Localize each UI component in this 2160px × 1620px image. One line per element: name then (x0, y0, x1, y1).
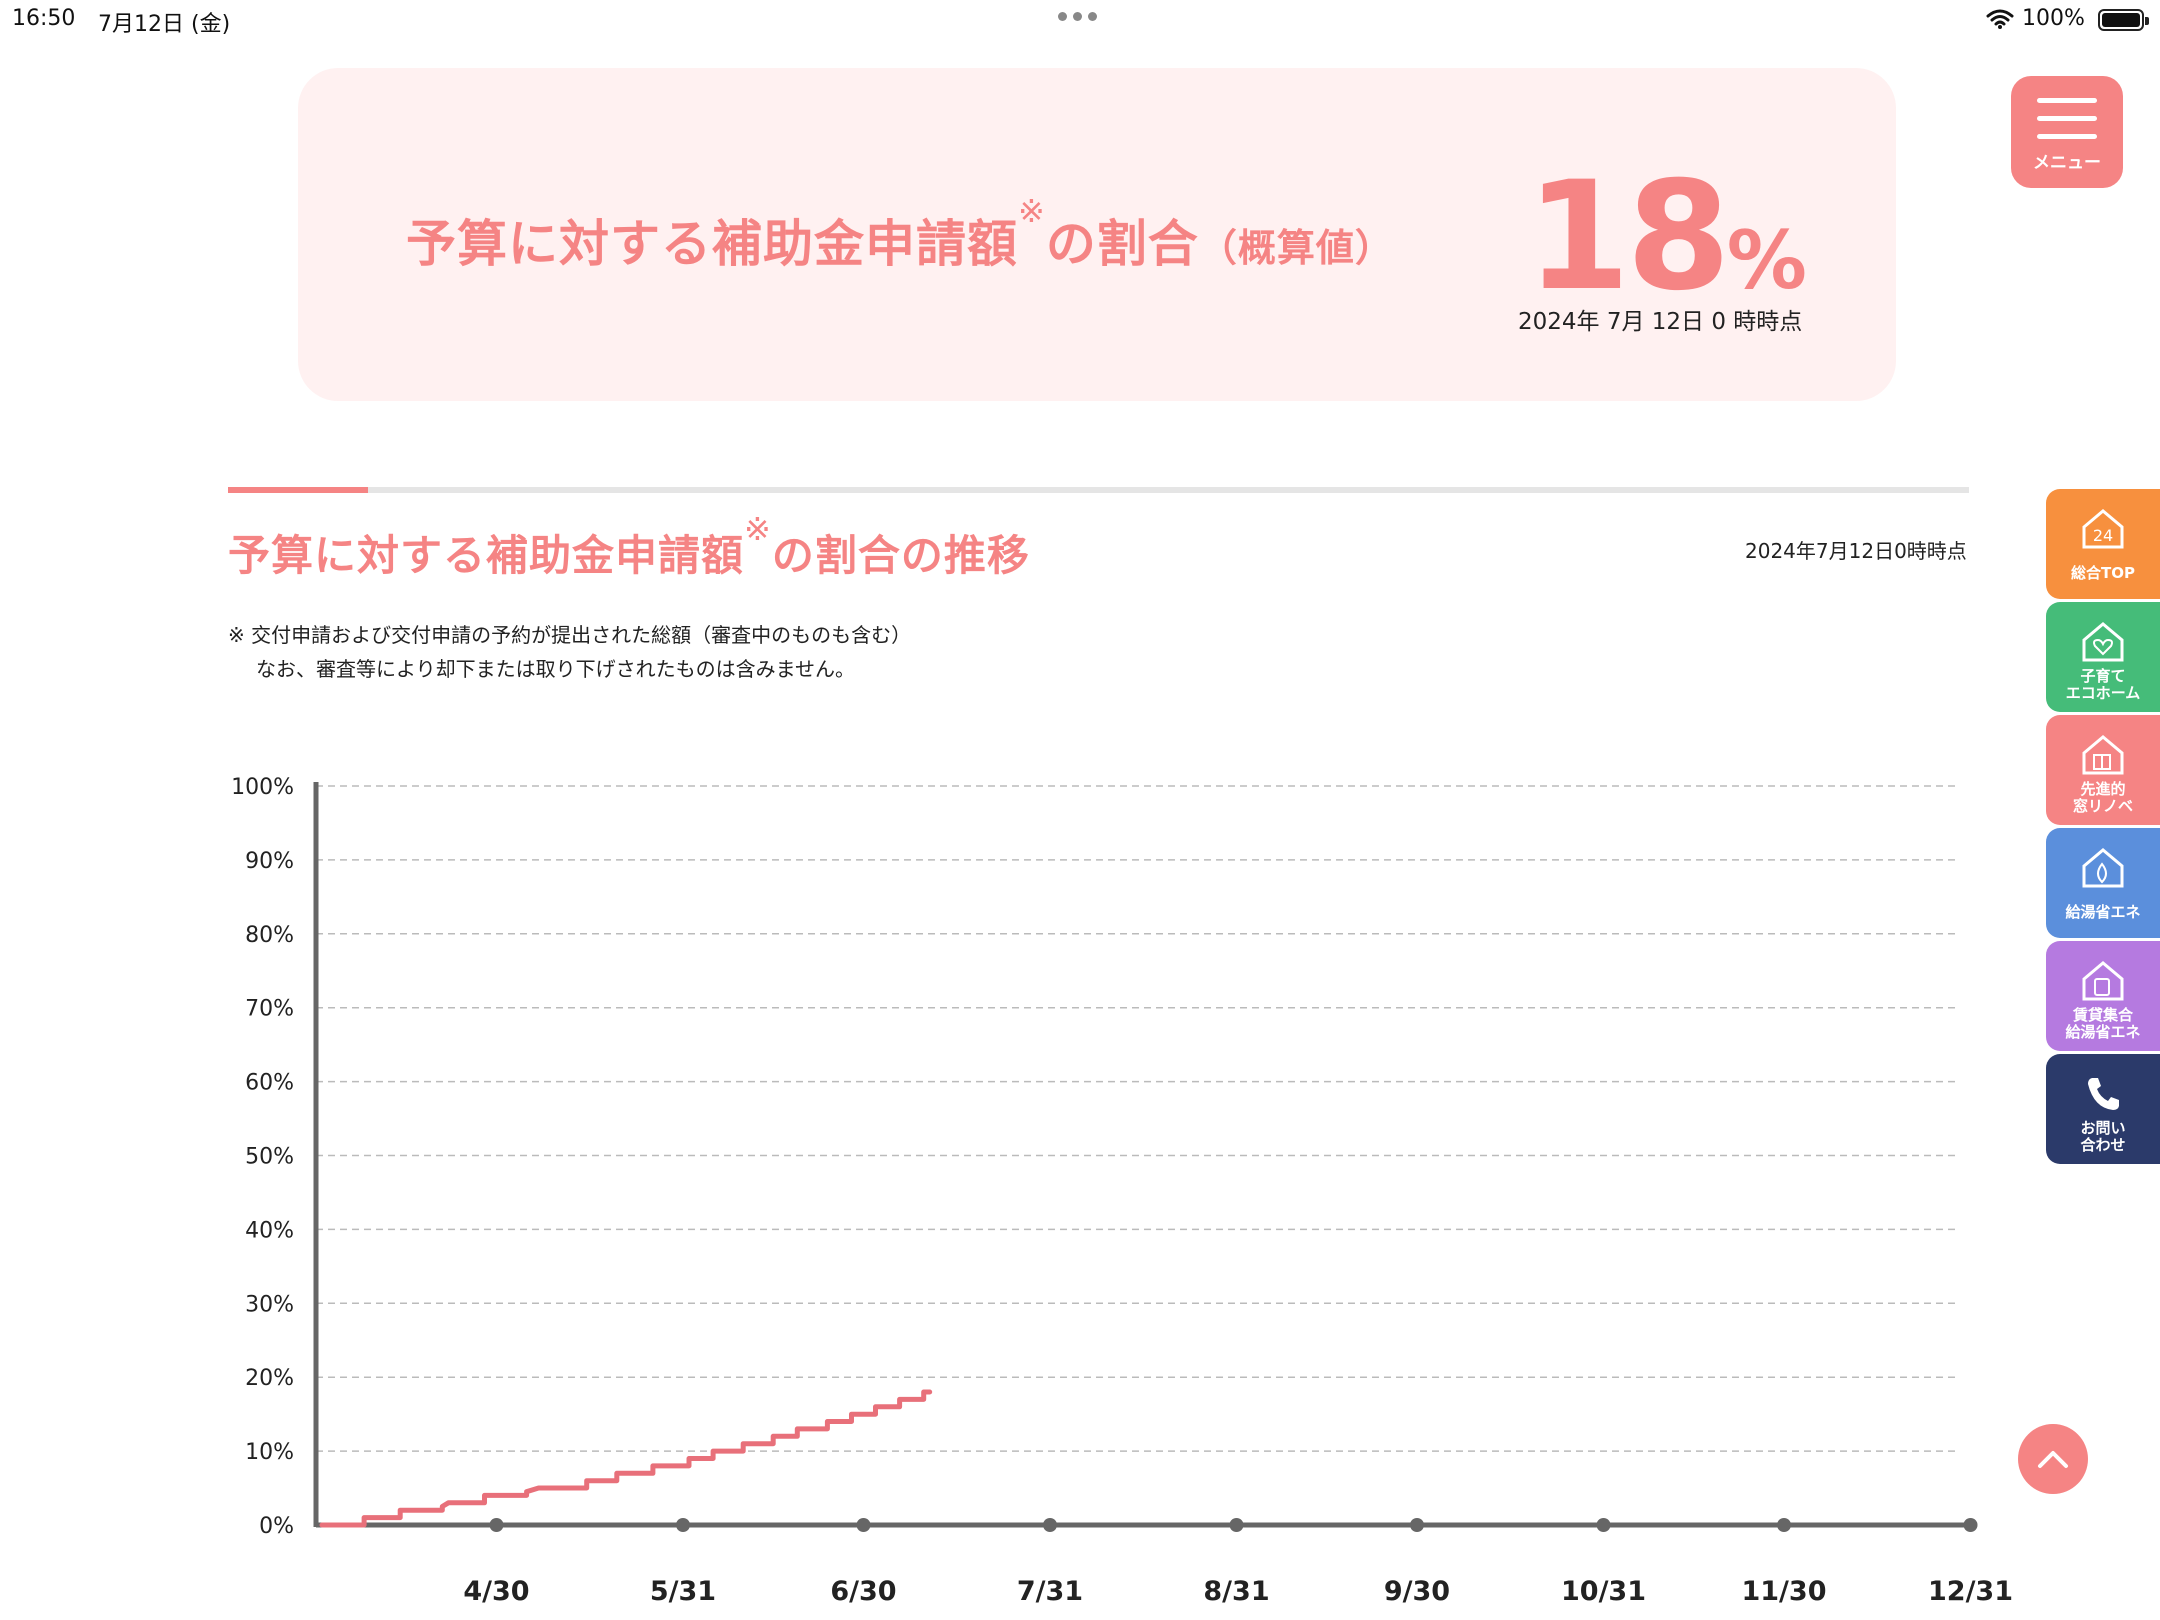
x-tick-dot (1963, 1518, 1978, 1532)
y-tick-label: 100% (231, 775, 294, 800)
budget-ratio-title: 予算に対する補助金申請額※の割合（概算値） (406, 192, 1394, 273)
menu-label: メニュー (2033, 153, 2101, 173)
house-24-icon: 24 (2082, 509, 2124, 549)
more-dots-icon[interactable] (1058, 12, 1097, 21)
footnote-mark: ※ (1018, 192, 1046, 230)
x-tick-label: 7/31 (1017, 1576, 1083, 1607)
house-heater-icon (2082, 961, 2124, 1001)
y-tick-label: 20% (245, 1366, 294, 1391)
x-tick-dot (676, 1518, 690, 1532)
section-title: 予算に対する補助金申請額※の割合の推移 (228, 510, 1030, 580)
x-tick-label: 8/31 (1203, 1576, 1269, 1607)
y-tick-label: 0% (259, 1514, 294, 1539)
phone-icon (2088, 1078, 2119, 1110)
status-date: 7月12日 (金) (98, 12, 231, 37)
side-nav-contact[interactable]: お問い 合わせ (2046, 1054, 2160, 1164)
side-nav-water-heater[interactable]: 給湯省エネ (2046, 828, 2160, 938)
side-nav-kosodate-eco-home[interactable]: 子育て エコホーム (2046, 602, 2160, 712)
x-tick-label: 10/31 (1561, 1576, 1646, 1607)
budget-ratio-value: 18% (1526, 150, 1807, 324)
y-tick-label: 80% (245, 923, 294, 948)
y-tick-label: 50% (245, 1145, 294, 1170)
x-tick-dot (1043, 1518, 1057, 1532)
x-tick-dot (1596, 1518, 1611, 1532)
x-tick-dot (489, 1518, 504, 1532)
side-nav-window-renovation[interactable]: 先進的 窓リノベ (2046, 715, 2160, 825)
battery-icon (2098, 9, 2149, 31)
x-tick-label: 12/31 (1928, 1576, 2013, 1607)
x-tick-dot (856, 1518, 871, 1532)
y-tick-label: 70% (245, 997, 294, 1022)
budget-ratio-timestamp: 2024年 7月 12日 0 時時点 (1518, 309, 1803, 335)
hamburger-icon (2037, 98, 2097, 103)
footnote-line-2: なお、審査等により却下または取り下げされたものは含みません。 (256, 657, 855, 681)
house-drop-icon (2082, 848, 2124, 888)
y-tick-label: 10% (245, 1440, 294, 1465)
scroll-to-top-button[interactable] (2018, 1424, 2088, 1494)
y-tick-label: 90% (245, 849, 294, 874)
wifi-icon (1986, 9, 2014, 29)
side-nav-rental-water-heater[interactable]: 賃貸集合 給湯省エネ (2046, 941, 2160, 1051)
menu-button[interactable]: メニュー (2011, 76, 2123, 188)
svg-text:24: 24 (2093, 526, 2113, 545)
y-tick-label: 40% (245, 1218, 294, 1243)
series-line (319, 1389, 933, 1528)
x-tick-label: 6/30 (830, 1576, 896, 1607)
battery-percent: 100% (2022, 6, 2085, 31)
section-timestamp: 2024年7月12日0時時点 (1745, 539, 1967, 563)
side-nav-top[interactable]: 24 総合TOP (2046, 489, 2160, 599)
x-tick-dot (1410, 1518, 1424, 1532)
status-time: 16:50 (12, 6, 76, 31)
house-window-icon (2082, 735, 2124, 775)
x-tick-label: 4/30 (463, 1576, 529, 1607)
status-bar: 16:50 7月12日 (金) 100% (0, 0, 2160, 40)
side-nav: 24 総合TOP 子育て エコホーム 先進的 窓リノベ 給湯省エネ 賃貸集合 給… (2046, 489, 2160, 1167)
budget-ratio-card: 予算に対する補助金申請額※の割合（概算値） 18% 2024年 7月 12日 0… (298, 68, 1896, 401)
footnote-line-1: ※ 交付申請および交付申請の予約が提出された総額（審査中のものも含む） (228, 623, 912, 647)
x-tick-label: 11/30 (1741, 1576, 1826, 1607)
house-heart-icon (2082, 622, 2124, 662)
section-divider (228, 487, 1969, 493)
x-tick-label: 5/31 (650, 1576, 716, 1607)
y-tick-label: 60% (245, 1071, 294, 1096)
x-tick-dot (1777, 1518, 1791, 1532)
chevron-up-icon (2038, 1451, 2068, 1468)
x-tick-label: 9/30 (1384, 1576, 1450, 1607)
x-tick-dot (1229, 1518, 1244, 1532)
y-tick-label: 30% (245, 1292, 294, 1317)
